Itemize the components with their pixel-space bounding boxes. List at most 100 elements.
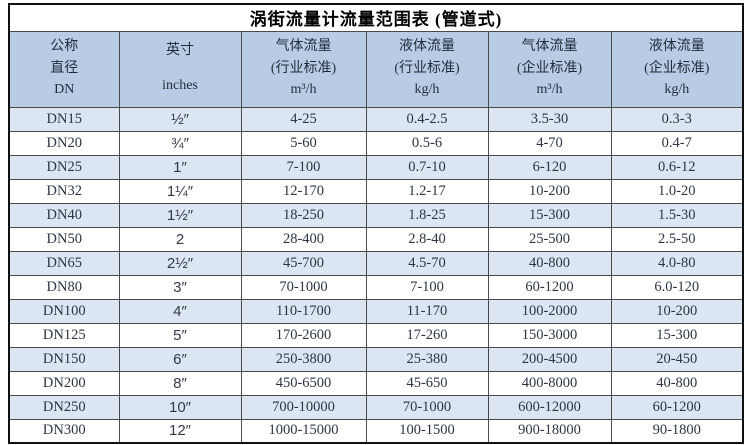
cell-liquid-flow-enterprise: 15-300: [610, 322, 744, 348]
cell-gas-flow-enterprise: 60-1200: [487, 274, 612, 300]
table-row: DN125 5″ 170-2600 17-260 150-3000 15-300: [8, 322, 744, 348]
cell-inches: 1″: [118, 154, 242, 180]
cell-gas-flow-enterprise: 100-2000: [487, 298, 612, 324]
cell-liquid-flow-industry: 100-1500: [365, 418, 489, 444]
cell-liquid-flow-enterprise: 20-450: [610, 346, 744, 372]
cell-gas-flow-industry: 28-400: [240, 226, 367, 252]
cell-liquid-flow-industry: 0.7-10: [365, 154, 489, 180]
header-cell-nominal-diameter: 公称 直径 DN: [8, 30, 120, 108]
cell-inches: ½″: [118, 106, 242, 132]
table-body: DN15 ½″ 4-25 0.4-2.5 3.5-30 0.3-3 DN20 ¾…: [8, 106, 744, 444]
header-cell-liquid-flow-enterprise: 液体流量 (企业标准) kg/h: [610, 30, 744, 108]
cell-inches: ¾″: [118, 130, 242, 156]
cell-inches: 3″: [118, 274, 242, 300]
header-line: 公称: [50, 38, 79, 54]
cell-inches: 1½″: [118, 202, 242, 228]
cell-gas-flow-industry: 700-10000: [240, 394, 367, 420]
cell-liquid-flow-industry: 70-1000: [365, 394, 489, 420]
cell-dn: DN200: [8, 370, 120, 396]
cell-dn: DN250: [8, 394, 120, 420]
cell-gas-flow-enterprise: 200-4500: [487, 346, 612, 372]
table-row: DN300 12″ 1000-15000 100-1500 900-18000 …: [8, 418, 744, 444]
header-line: kg/h: [664, 82, 690, 98]
header-line: 气体流量: [275, 38, 332, 54]
cell-liquid-flow-enterprise: 0.4-7: [610, 130, 744, 156]
header-lines: 液体流量 (企业标准) kg/h: [612, 38, 742, 101]
cell-gas-flow-enterprise: 25-500: [487, 226, 612, 252]
cell-liquid-flow-enterprise: 1.0-20: [610, 178, 744, 204]
cell-liquid-flow-enterprise: 10-200: [610, 298, 744, 324]
header-line: DN: [54, 82, 75, 98]
title-row: 涡街流量计流量范围表 (管道式): [8, 3, 744, 32]
cell-gas-flow-industry: 1000-15000: [240, 418, 367, 444]
cell-gas-flow-industry: 12-170: [240, 178, 367, 204]
cell-liquid-flow-industry: 11-170: [365, 298, 489, 324]
cell-inches: 2½″: [118, 250, 242, 276]
table-row: DN32 1¼″ 12-170 1.2-17 10-200 1.0-20: [8, 178, 744, 204]
table-row: DN20 ¾″ 5-60 0.5-6 4-70 0.4-7: [8, 130, 744, 156]
cell-liquid-flow-industry: 2.8-40: [365, 226, 489, 252]
header-cell-liquid-flow-industry: 液体流量 (行业标准) kg/h: [365, 30, 489, 108]
cell-liquid-flow-industry: 1.8-25: [365, 202, 489, 228]
cell-dn: DN65: [8, 250, 120, 276]
cell-liquid-flow-enterprise: 6.0-120: [610, 274, 744, 300]
cell-dn: DN20: [8, 130, 120, 156]
cell-dn: DN32: [8, 178, 120, 204]
table-row: DN15 ½″ 4-25 0.4-2.5 3.5-30 0.3-3: [8, 106, 744, 132]
header-line: 液体流量: [399, 38, 455, 54]
cell-inches: 12″: [118, 418, 242, 444]
cell-gas-flow-industry: 70-1000: [240, 274, 367, 300]
header-line: inches: [162, 78, 198, 93]
cell-gas-flow-enterprise: 400-8000: [487, 370, 612, 396]
cell-liquid-flow-industry: 1.2-17: [365, 178, 489, 204]
header-cell-gas-flow-industry: 气体流量 (行业标准) m³/h: [240, 30, 367, 108]
header-cell-gas-flow-enterprise: 气体流量 (企业标准) m³/h: [487, 30, 612, 108]
table-row: DN50 2 28-400 2.8-40 25-500 2.5-50: [8, 226, 744, 252]
header-row: 公称 直径 DN 英寸 inches 气体流量 (行业标准) m³/h: [8, 30, 744, 108]
cell-inches: 8″: [118, 370, 242, 396]
cell-gas-flow-industry: 4-25: [240, 106, 367, 132]
header-line: 直径: [50, 60, 79, 76]
header-line: 英寸: [166, 43, 194, 59]
cell-liquid-flow-industry: 45-650: [365, 370, 489, 396]
cell-gas-flow-enterprise: 3.5-30: [487, 106, 612, 132]
cell-gas-flow-industry: 250-3800: [240, 346, 367, 372]
cell-gas-flow-enterprise: 4-70: [487, 130, 612, 156]
header-lines: 气体流量 (行业标准) m³/h: [242, 38, 365, 101]
flow-range-table: 涡街流量计流量范围表 (管道式) 公称 直径 DN 英寸 inches: [8, 3, 745, 444]
cell-gas-flow-enterprise: 6-120: [487, 154, 612, 180]
header-line: (企业标准): [644, 60, 710, 76]
cell-gas-flow-enterprise: 900-18000: [487, 418, 612, 444]
header-lines: 液体流量 (行业标准) kg/h: [367, 38, 487, 101]
table-row: DN100 4″ 110-1700 11-170 100-2000 10-200: [8, 298, 744, 324]
header-line: (行业标准): [270, 60, 337, 76]
header-lines: 气体流量 (企业标准) m³/h: [489, 38, 610, 101]
cell-liquid-flow-industry: 0.4-2.5: [365, 106, 489, 132]
header-line: (行业标准): [394, 60, 460, 76]
cell-gas-flow-industry: 45-700: [240, 250, 367, 276]
cell-gas-flow-enterprise: 150-3000: [487, 322, 612, 348]
cell-dn: DN80: [8, 274, 120, 300]
header-line: m³/h: [290, 82, 317, 98]
cell-liquid-flow-enterprise: 4.0-80: [610, 250, 744, 276]
table-row: DN25 1″ 7-100 0.7-10 6-120 0.6-12: [8, 154, 744, 180]
cell-inches: 10″: [118, 394, 242, 420]
cell-dn: DN150: [8, 346, 120, 372]
cell-inches: 5″: [118, 322, 242, 348]
cell-liquid-flow-enterprise: 90-1800: [610, 418, 744, 444]
cell-dn: DN15: [8, 106, 120, 132]
cell-dn: DN300: [8, 418, 120, 444]
cell-liquid-flow-industry: 25-380: [365, 346, 489, 372]
cell-dn: DN50: [8, 226, 120, 252]
cell-dn: DN125: [8, 322, 120, 348]
header-line: 液体流量: [648, 38, 705, 54]
header-lines: 英寸 inches: [120, 42, 240, 96]
cell-liquid-flow-enterprise: 40-800: [610, 370, 744, 396]
table-row: DN250 10″ 700-10000 70-1000 600-12000 60…: [8, 394, 744, 420]
cell-gas-flow-enterprise: 10-200: [487, 178, 612, 204]
table-row: DN150 6″ 250-3800 25-380 200-4500 20-450: [8, 346, 744, 372]
cell-dn: DN40: [8, 202, 120, 228]
header-line: 气体流量: [521, 38, 578, 54]
table-row: DN80 3″ 70-1000 7-100 60-1200 6.0-120: [8, 274, 744, 300]
table-row: DN65 2½″ 45-700 4.5-70 40-800 4.0-80: [8, 250, 744, 276]
